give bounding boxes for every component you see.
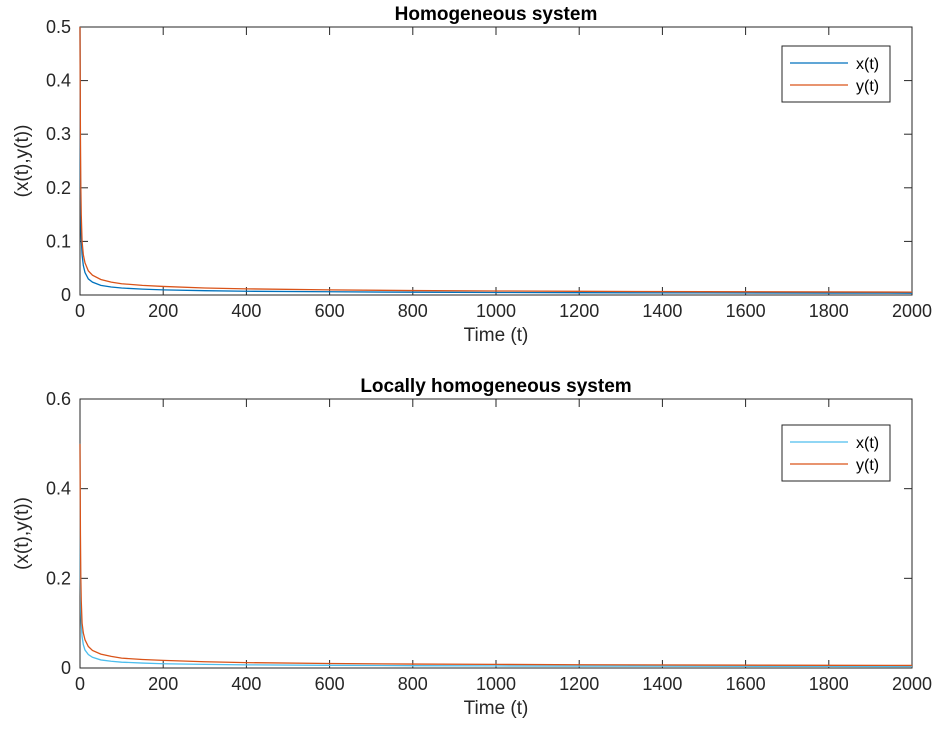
x-tick-label: 1600 bbox=[726, 301, 766, 321]
y-tick-label: 0.4 bbox=[46, 71, 71, 91]
y-tick-label: 0.4 bbox=[46, 479, 71, 499]
legend-box bbox=[781, 45, 891, 103]
x-tick-label: 2000 bbox=[892, 301, 932, 321]
chart-title: Homogeneous system bbox=[395, 4, 598, 25]
legend-label: x(t) bbox=[856, 435, 879, 452]
y-tick-label: 0.2 bbox=[46, 568, 71, 588]
x-tick-label: 400 bbox=[231, 301, 261, 321]
y-tick-label: 0.5 bbox=[46, 17, 71, 37]
x-tick-label: 200 bbox=[148, 674, 178, 694]
legend: x(t) y(t) bbox=[781, 424, 891, 482]
legend-label: y(t) bbox=[856, 78, 879, 95]
x-axis-label: Time (t) bbox=[464, 325, 529, 346]
axes-box bbox=[79, 26, 913, 296]
x-tick-label: 1000 bbox=[476, 674, 516, 694]
y-tick-label: 0 bbox=[61, 658, 71, 678]
x-tick-label: 400 bbox=[231, 674, 261, 694]
series-line-yt bbox=[79, 26, 913, 293]
y-tick-label: 0 bbox=[61, 285, 71, 305]
x-tick-label: 0 bbox=[75, 301, 85, 321]
x-tick-label: 2000 bbox=[892, 674, 932, 694]
x-tick-label: 1000 bbox=[476, 301, 516, 321]
x-tick-label: 1600 bbox=[726, 674, 766, 694]
y-tick-label: 0.1 bbox=[46, 231, 71, 251]
x-tick-label: 200 bbox=[148, 301, 178, 321]
series-line-yt bbox=[79, 443, 913, 667]
x-tick-label: 800 bbox=[398, 674, 428, 694]
series-line-xt bbox=[79, 443, 913, 668]
legend-box bbox=[781, 424, 891, 482]
x-tick-label: 0 bbox=[75, 674, 85, 694]
x-tick-label: 1400 bbox=[642, 301, 682, 321]
chart-2: Locally homogeneous system 0 200 400 600 800 1… bbox=[12, 376, 932, 719]
legend-label: y(t) bbox=[856, 457, 879, 474]
legend-label: x(t) bbox=[856, 56, 879, 73]
series-line-xt bbox=[79, 26, 913, 294]
x-tick-label: 1400 bbox=[642, 674, 682, 694]
chart-title: Locally homogeneous system bbox=[360, 376, 631, 397]
x-tick-label: 1200 bbox=[559, 301, 599, 321]
y-axis-label: (x(t),y(t)) bbox=[12, 125, 33, 198]
x-tick-label: 1800 bbox=[809, 301, 849, 321]
x-tick-label: 1200 bbox=[559, 674, 599, 694]
y-tick-label: 0.3 bbox=[46, 124, 71, 144]
x-tick-label: 600 bbox=[315, 674, 345, 694]
y-tick-label: 0.2 bbox=[46, 178, 71, 198]
legend: x(t) y(t) bbox=[781, 45, 891, 103]
axes-box bbox=[79, 398, 913, 669]
x-axis-label: Time (t) bbox=[464, 698, 529, 719]
chart-1: Homogeneous system 0 200 400 600 800 1000 1200 1… bbox=[12, 4, 932, 346]
y-tick-label: 0.6 bbox=[46, 389, 71, 409]
x-tick-label: 600 bbox=[315, 301, 345, 321]
x-tick-label: 800 bbox=[398, 301, 428, 321]
x-tick-label: 1800 bbox=[809, 674, 849, 694]
y-axis-label: (x(t),y(t)) bbox=[12, 497, 33, 570]
